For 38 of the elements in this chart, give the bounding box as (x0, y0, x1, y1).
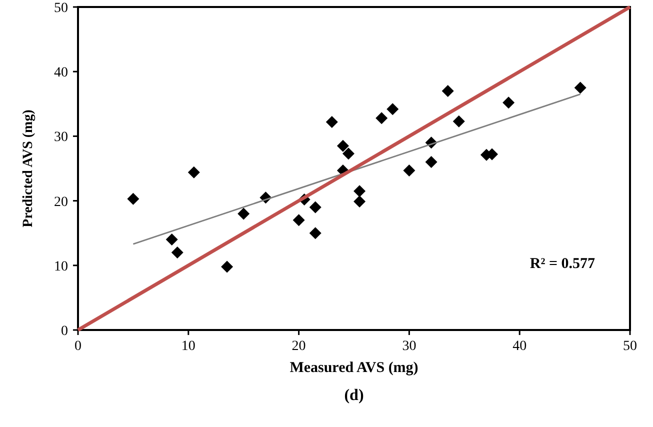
point (376, 112, 388, 124)
point (238, 208, 250, 220)
point (452, 115, 465, 128)
point (354, 195, 366, 208)
point (166, 234, 178, 246)
text: (d) (344, 387, 364, 404)
y-axis-title: Predicted AVS (mg) (21, 109, 36, 228)
point (188, 166, 200, 178)
point (425, 156, 438, 168)
point (342, 148, 354, 160)
point (127, 192, 140, 205)
point (309, 227, 322, 240)
x-tick-label: 30 (402, 339, 416, 354)
point (309, 201, 322, 214)
y-tick-label: 50 (54, 1, 68, 16)
point (326, 116, 338, 128)
x-tick-label: 20 (292, 339, 306, 354)
x-tick-label: 10 (181, 339, 196, 354)
point (292, 214, 305, 226)
point (336, 140, 349, 152)
y-tick-label: 10 (54, 259, 68, 274)
point (502, 96, 515, 109)
point (386, 103, 399, 116)
point (221, 260, 234, 273)
y-tick-label: 40 (54, 66, 68, 81)
point (354, 185, 366, 198)
x-tick-label: 0 (74, 339, 82, 354)
x-tick-label: 50 (623, 339, 637, 354)
x-axis-title: Measured AVS (mg) (290, 360, 418, 376)
point (442, 84, 454, 97)
point (403, 164, 416, 176)
y-tick-label: 30 (54, 130, 68, 146)
point (574, 82, 586, 94)
x-tick-label: 40 (512, 339, 527, 354)
y-tick-label: 20 (54, 194, 68, 210)
annotation: R² = 0.577 (530, 256, 596, 272)
point (171, 246, 184, 258)
y-tick-label: 0 (61, 324, 68, 339)
